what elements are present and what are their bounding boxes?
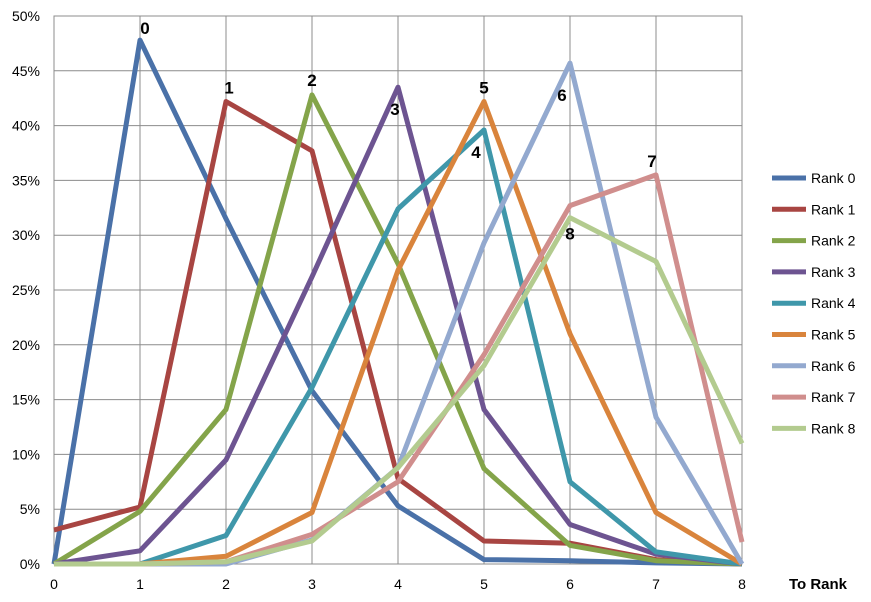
x-tick-label: 7 xyxy=(652,576,660,592)
series-line-rank-3 xyxy=(53,84,743,567)
x-axis-title: To Rank xyxy=(789,576,848,593)
x-tick-label: 8 xyxy=(738,576,746,592)
y-tick-label: 30% xyxy=(12,227,40,243)
x-tick-label: 6 xyxy=(566,576,574,592)
legend-label: Rank 3 xyxy=(811,264,856,280)
legend-label: Rank 2 xyxy=(811,233,856,249)
axes: 0% 5% 10% 15% 20% 25% 30% 35% 40% 45% 50% 0 1 2 3 4 5 6 7 8 xyxy=(12,8,746,592)
series-lines xyxy=(51,37,745,567)
legend-label: Rank 5 xyxy=(811,327,856,343)
y-tick-label: 15% xyxy=(12,392,40,408)
x-tick-label: 2 xyxy=(222,576,230,592)
peak-label: 7 xyxy=(647,152,656,171)
x-tick-label: 4 xyxy=(394,576,402,592)
series-line-rank-4 xyxy=(54,127,743,567)
series-line-rank-8 xyxy=(54,215,745,567)
series-line-rank-0 xyxy=(51,37,743,567)
legend-label: Rank 7 xyxy=(811,389,856,405)
legend-label: Rank 1 xyxy=(811,201,856,217)
peak-label: 1 xyxy=(224,78,233,97)
y-tick-label: 25% xyxy=(12,282,40,298)
x-tick-label: 5 xyxy=(480,576,488,592)
peak-labels: 0 1 2 3 4 5 6 7 8 xyxy=(140,19,656,244)
y-tick-label: 40% xyxy=(12,118,40,134)
y-tick-label: 35% xyxy=(12,172,40,188)
x-tick-label: 3 xyxy=(308,576,316,592)
legend-label: Rank 8 xyxy=(811,420,856,436)
plot-area-border xyxy=(53,15,743,565)
legend-label: Rank 0 xyxy=(811,170,856,186)
y-tick-label: 0% xyxy=(20,556,40,572)
peak-label: 5 xyxy=(479,78,488,97)
peak-label: 6 xyxy=(557,86,566,105)
x-tick-label: 1 xyxy=(136,576,144,592)
legend-label: Rank 4 xyxy=(811,295,856,311)
peak-label: 0 xyxy=(140,19,149,38)
peak-label: 8 xyxy=(565,225,574,244)
y-tick-label: 45% xyxy=(12,63,40,79)
legend-label: Rank 6 xyxy=(811,358,856,374)
peak-label: 3 xyxy=(390,100,399,119)
series-line-rank-2 xyxy=(52,92,743,567)
y-tick-label: 20% xyxy=(12,337,40,353)
peak-label: 4 xyxy=(471,143,481,162)
y-tick-label: 50% xyxy=(12,8,40,24)
y-tick-label: 5% xyxy=(20,501,40,517)
legend: Rank 0 Rank 1 Rank 2 Rank 3 Rank 4 Rank 5 Rank… xyxy=(772,170,856,436)
peak-label: 2 xyxy=(307,71,316,90)
y-tick-label: 10% xyxy=(12,446,40,462)
x-tick-label: 0 xyxy=(50,576,58,592)
